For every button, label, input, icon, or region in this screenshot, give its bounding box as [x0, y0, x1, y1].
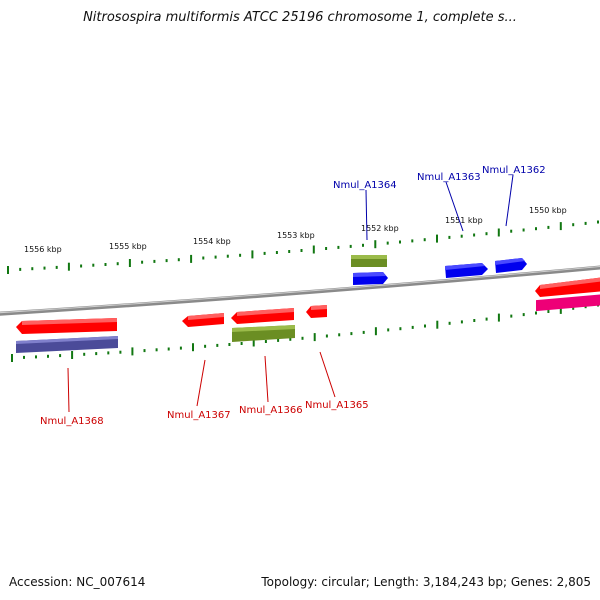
forward-tick-ruler [7, 220, 599, 274]
gene-label[interactable]: Nmul_A1366 [239, 405, 303, 416]
callout-line [445, 181, 464, 232]
callout-line [505, 174, 514, 227]
gene-feature-right-edge[interactable] [535, 277, 600, 312]
callout-line [365, 189, 368, 241]
kbp-tick-label: 1553 kbp [277, 231, 315, 240]
genome-summary: Topology: circular; Length: 3,184,243 bp… [261, 575, 591, 589]
kbp-tick-label: 1552 kbp [361, 224, 399, 233]
reverse-tick-ruler [11, 303, 599, 362]
kbp-tick-label: 1550 kbp [529, 206, 567, 215]
callout-line [196, 359, 206, 407]
kbp-tick-label: 1551 kbp [445, 216, 483, 225]
gene-label[interactable]: Nmul_A1367 [167, 410, 231, 421]
gene-feature-nmul-a1366[interactable] [231, 308, 295, 342]
kbp-tick-label: 1554 kbp [193, 237, 231, 246]
gene-label[interactable]: Nmul_A1364 [333, 180, 397, 191]
gene-feature-nmul-a1365[interactable] [306, 305, 327, 318]
callout-line [264, 355, 269, 403]
gene-feature-nmul-a1363[interactable] [445, 263, 488, 278]
gene-feature-nmul-a1362[interactable] [495, 258, 527, 273]
chromosome-backbone-highlight [0, 265, 600, 314]
gene-feature-nmul-a1367[interactable] [182, 313, 224, 327]
gene-label[interactable]: Nmul_A1365 [305, 400, 369, 411]
gene-feature-nmul-a1368[interactable] [16, 318, 118, 353]
gene-label[interactable]: Nmul_A1363 [417, 172, 481, 183]
kbp-tick-label: 1556 kbp [24, 245, 62, 254]
kbp-tick-label: 1555 kbp [109, 242, 147, 251]
accession-label: Accession: NC_007614 [9, 575, 146, 589]
callout-line [319, 351, 336, 398]
chromosome-backbone [0, 265, 600, 316]
map-title: Nitrosospira multiformis ATCC 25196 chro… [83, 10, 517, 25]
gene-label[interactable]: Nmul_A1368 [40, 416, 104, 427]
gene-feature-nmul-a1364[interactable] [351, 255, 388, 285]
callout-line [67, 367, 70, 413]
gene-label[interactable]: Nmul_A1362 [482, 165, 546, 176]
